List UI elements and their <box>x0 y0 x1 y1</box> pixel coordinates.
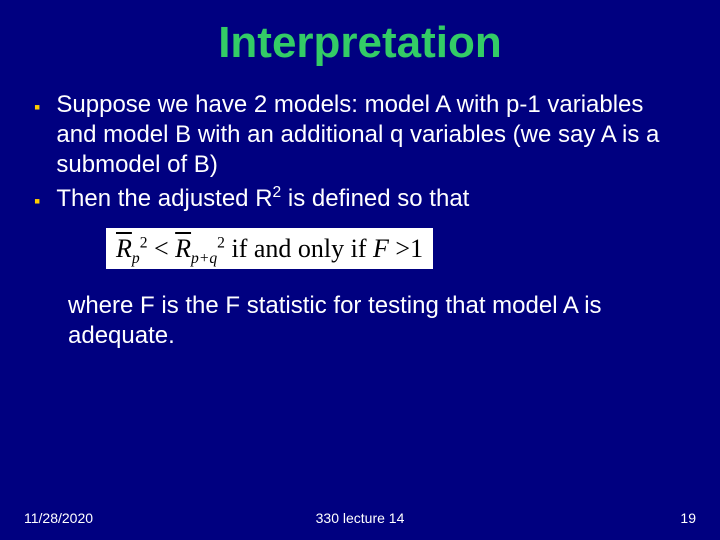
formula-box: Rp2 < Rp+q2 if and only if F >1 <box>106 228 433 269</box>
footer-date: 11/28/2020 <box>24 510 93 526</box>
bullet-item: ▪ Suppose we have 2 models: model A with… <box>34 90 690 180</box>
bullet-item: ▪ Then the adjusted R2 is defined so tha… <box>34 184 690 214</box>
slide-body: ▪ Suppose we have 2 models: model A with… <box>0 90 720 351</box>
less-than: < <box>154 234 169 263</box>
slide-footer: 11/28/2020 330 lecture 14 19 <box>0 510 720 526</box>
r-bar-symbol: R <box>175 234 191 263</box>
subscript-pq: p+q <box>191 250 217 267</box>
bullet-text-prefix: Then the adjusted R <box>56 185 272 212</box>
iff-text: if and only if <box>225 234 373 263</box>
r-bar-symbol: R <box>116 234 132 263</box>
bullet-text-suffix: is defined so that <box>281 185 469 212</box>
superscript: 2 <box>273 184 282 201</box>
bullet-text: Suppose we have 2 models: model A with p… <box>56 90 690 180</box>
slide-title: Interpretation <box>0 0 720 90</box>
formula-container: Rp2 < Rp+q2 if and only if F >1 <box>34 228 690 269</box>
superscript-2: 2 <box>217 234 225 251</box>
greater-than: > <box>395 234 410 263</box>
one: 1 <box>410 234 423 263</box>
bullet-marker-icon: ▪ <box>34 190 40 213</box>
footer-center: 330 lecture 14 <box>316 510 405 526</box>
footer-page-number: 19 <box>680 510 696 526</box>
bullet-marker-icon: ▪ <box>34 96 40 119</box>
f-symbol: F <box>373 234 389 263</box>
subscript-p: p <box>132 250 140 267</box>
superscript-2: 2 <box>140 234 148 251</box>
bullet-text: Then the adjusted R2 is defined so that <box>56 184 690 214</box>
after-formula-text: where F is the F statistic for testing t… <box>34 291 690 351</box>
